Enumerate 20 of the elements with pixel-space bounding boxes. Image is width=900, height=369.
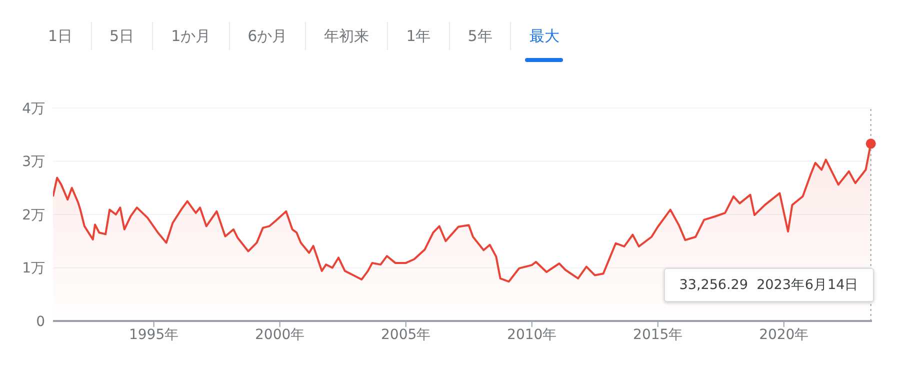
- text: 1か月: [171, 27, 211, 45]
- x-tick-label: 2005年: [381, 326, 431, 343]
- y-tick-label: 2万: [22, 207, 45, 224]
- text: 5日: [110, 27, 134, 45]
- x-tick-label: 2010年: [507, 326, 557, 343]
- y-tick-label: 1万: [22, 260, 45, 277]
- text: 5年: [468, 27, 492, 45]
- y-tick-label: 4万: [22, 100, 45, 117]
- x-tick-label: 2000年: [255, 326, 305, 343]
- text: 年初来: [324, 27, 370, 45]
- text: 1年: [406, 27, 431, 45]
- y-tick-label: 3万: [22, 154, 45, 170]
- text: 最大: [529, 27, 560, 45]
- text: 6か月: [248, 27, 288, 45]
- text: 1日: [48, 27, 73, 45]
- y-tick-label: 0: [36, 314, 45, 330]
- x-tick-label: 1995年: [128, 326, 179, 343]
- annotation: 33,256.29 2023年6月14日: [679, 276, 859, 294]
- x-tick-label: 2020年: [759, 326, 809, 343]
- x-tick-label: 2015年: [633, 326, 683, 343]
